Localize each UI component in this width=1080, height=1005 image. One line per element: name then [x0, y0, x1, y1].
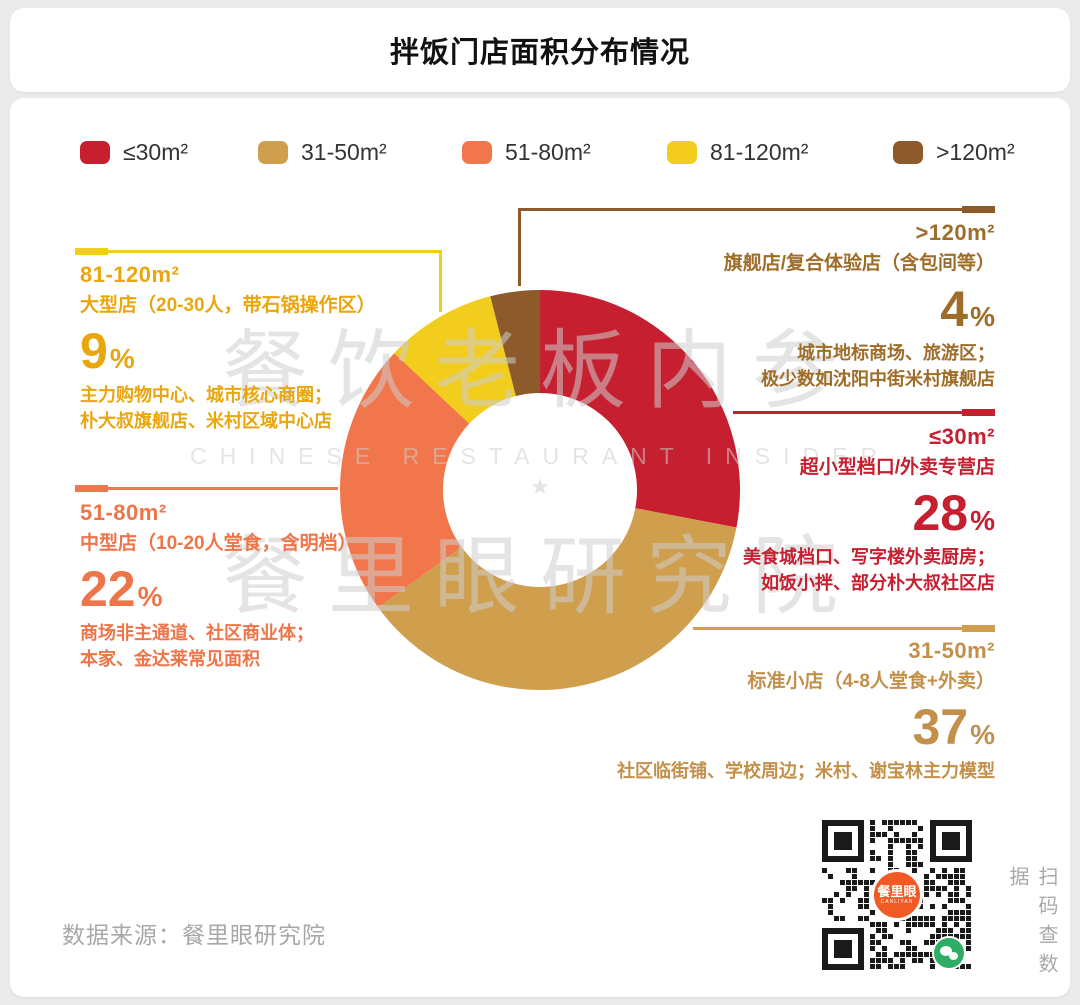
legend-label-51-80: 51-80m² [505, 139, 591, 165]
percent-unit: % [137, 581, 163, 613]
leader-cap-31-50 [962, 625, 995, 632]
leader-cap-51-80 [75, 485, 108, 492]
annotation-31-50-range: 31-50m² [908, 638, 995, 663]
title-card: 拌饭门店面积分布情况 [10, 8, 1070, 92]
annotation-81-120-range: 81-120m² [80, 262, 180, 287]
annotation-51-80-range: 51-80m² [80, 500, 167, 525]
annotation-gt120-percent: 4% [575, 284, 995, 334]
qr-brand-sub: CANLIYAN [880, 899, 914, 906]
donut-slice-2 [340, 353, 540, 608]
annotation-gt120-desc1: 城市地标商场、旅游区； [797, 343, 995, 364]
annotation-51-80: 51-80m² 中型店（10-20人堂食，含明档） 22% 商场非主通道、社区商… [80, 500, 460, 672]
annotation-gt120-type: 旗舰店/复合体验店（含包间等） [723, 253, 995, 275]
legend-swatch-31-50-icon [258, 141, 288, 164]
legend-item-81-120: 81-120m² [667, 139, 808, 166]
legend-swatch-81-120-icon [667, 141, 697, 164]
leader-cap-81-120 [75, 248, 108, 255]
annotation-le30-desc1: 美食城档口、写字楼外卖厨房； [743, 547, 995, 568]
legend-label-31-50: 31-50m² [301, 139, 387, 165]
qr-pattern [822, 820, 972, 970]
data-source: 数据来源：餐里眼研究院 [62, 922, 326, 948]
percent-unit: % [970, 719, 995, 751]
leader-drop-81-120 [439, 250, 442, 312]
legend-item-31-50: 31-50m² [258, 139, 387, 166]
leader-line-le30 [733, 411, 995, 414]
annotation-81-120-percent: 9% [80, 326, 460, 376]
percent-value: 4 [940, 281, 969, 338]
annotation-51-80-desc2: 本家、金达莱常见面积 [80, 649, 260, 670]
annotation-le30-type: 超小型档口/外卖专营店 [799, 457, 995, 479]
page-title: 拌饭门店面积分布情况 [389, 37, 690, 69]
donut-chart [340, 290, 740, 690]
annotation-gt120: >120m² 旗舰店/复合体验店（含包间等） 4% 城市地标商场、旅游区； 极少… [575, 220, 995, 392]
wechat-bubble-small [949, 952, 958, 960]
annotation-51-80-desc1: 商场非主通道、社区商业体； [80, 623, 314, 644]
percent-value: 22 [80, 561, 136, 618]
leader-drop-gt120 [518, 208, 521, 286]
legend-item-le30: ≤30m² [80, 139, 188, 166]
annotation-51-80-percent: 22% [80, 564, 460, 614]
legend-swatch-gt120-icon [893, 141, 923, 164]
legend-item-51-80: 51-80m² [462, 139, 591, 166]
annotation-31-50-percent: 37% [515, 702, 995, 752]
legend-label-gt120: >120m² [936, 139, 1015, 165]
annotation-le30-percent: 28% [575, 488, 995, 538]
donut-slice-1 [378, 490, 737, 690]
annotation-gt120-desc2: 极少数如沈阳中街米村旗舰店 [761, 369, 995, 390]
qr-code: 餐里眼 CANLIYAN [822, 820, 972, 970]
qr-caption: 扫码查数据 [1006, 866, 1057, 982]
annotation-31-50: 31-50m² 标准小店（4-8人堂食+外卖） 37% 社区临街铺、学校周边；米… [515, 638, 995, 784]
percent-value: 9 [80, 323, 108, 380]
qr-brand-logo: 餐里眼 CANLIYAN [871, 869, 923, 921]
leader-cap-le30 [962, 409, 995, 416]
annotation-le30: ≤30m² 超小型档口/外卖专营店 28% 美食城档口、写字楼外卖厨房； 如饭小… [575, 424, 995, 596]
donut-hole [443, 393, 637, 587]
leader-cap-gt120 [962, 206, 995, 213]
qr-brand-name: 餐里眼 [877, 883, 917, 899]
wechat-bubble-large [940, 946, 952, 956]
annotation-81-120-desc2: 朴大叔旗舰店、米村区域中心店 [80, 411, 332, 432]
wechat-scan-icon [932, 936, 966, 970]
leader-line-gt120 [518, 208, 995, 211]
annotation-31-50-desc1: 社区临街铺、学校周边；米村、谢宝林主力模型 [617, 761, 995, 782]
leader-line-81-120 [75, 250, 442, 253]
legend-label-81-120: 81-120m² [710, 139, 809, 165]
percent-value: 28 [912, 485, 969, 542]
annotation-le30-desc2: 如饭小拌、部分朴大叔社区店 [761, 573, 995, 594]
percent-unit: % [109, 343, 135, 375]
annotation-81-120-desc1: 主力购物中心、城市核心商圈； [80, 385, 332, 406]
leader-line-31-50 [693, 627, 995, 630]
leader-line-51-80 [75, 487, 338, 490]
legend-label-le30: ≤30m² [123, 139, 189, 165]
annotation-le30-range: ≤30m² [929, 424, 995, 449]
annotation-81-120: 81-120m² 大型店（20-30人，带石锅操作区） 9% 主力购物中心、城市… [80, 262, 460, 434]
annotation-51-80-type: 中型店（10-20人堂食，含明档） [80, 533, 357, 555]
legend-item-gt120: >120m² [893, 139, 1015, 166]
annotation-31-50-type: 标准小店（4-8人堂食+外卖） [747, 671, 995, 693]
legend-swatch-51-80-icon [462, 141, 492, 164]
annotation-gt120-range: >120m² [915, 220, 995, 245]
legend-swatch-le30-icon [80, 141, 110, 164]
percent-value: 37 [912, 699, 969, 756]
percent-unit: % [970, 505, 995, 537]
annotation-81-120-type: 大型店（20-30人，带石锅操作区） [80, 295, 376, 317]
percent-unit: % [970, 301, 995, 333]
